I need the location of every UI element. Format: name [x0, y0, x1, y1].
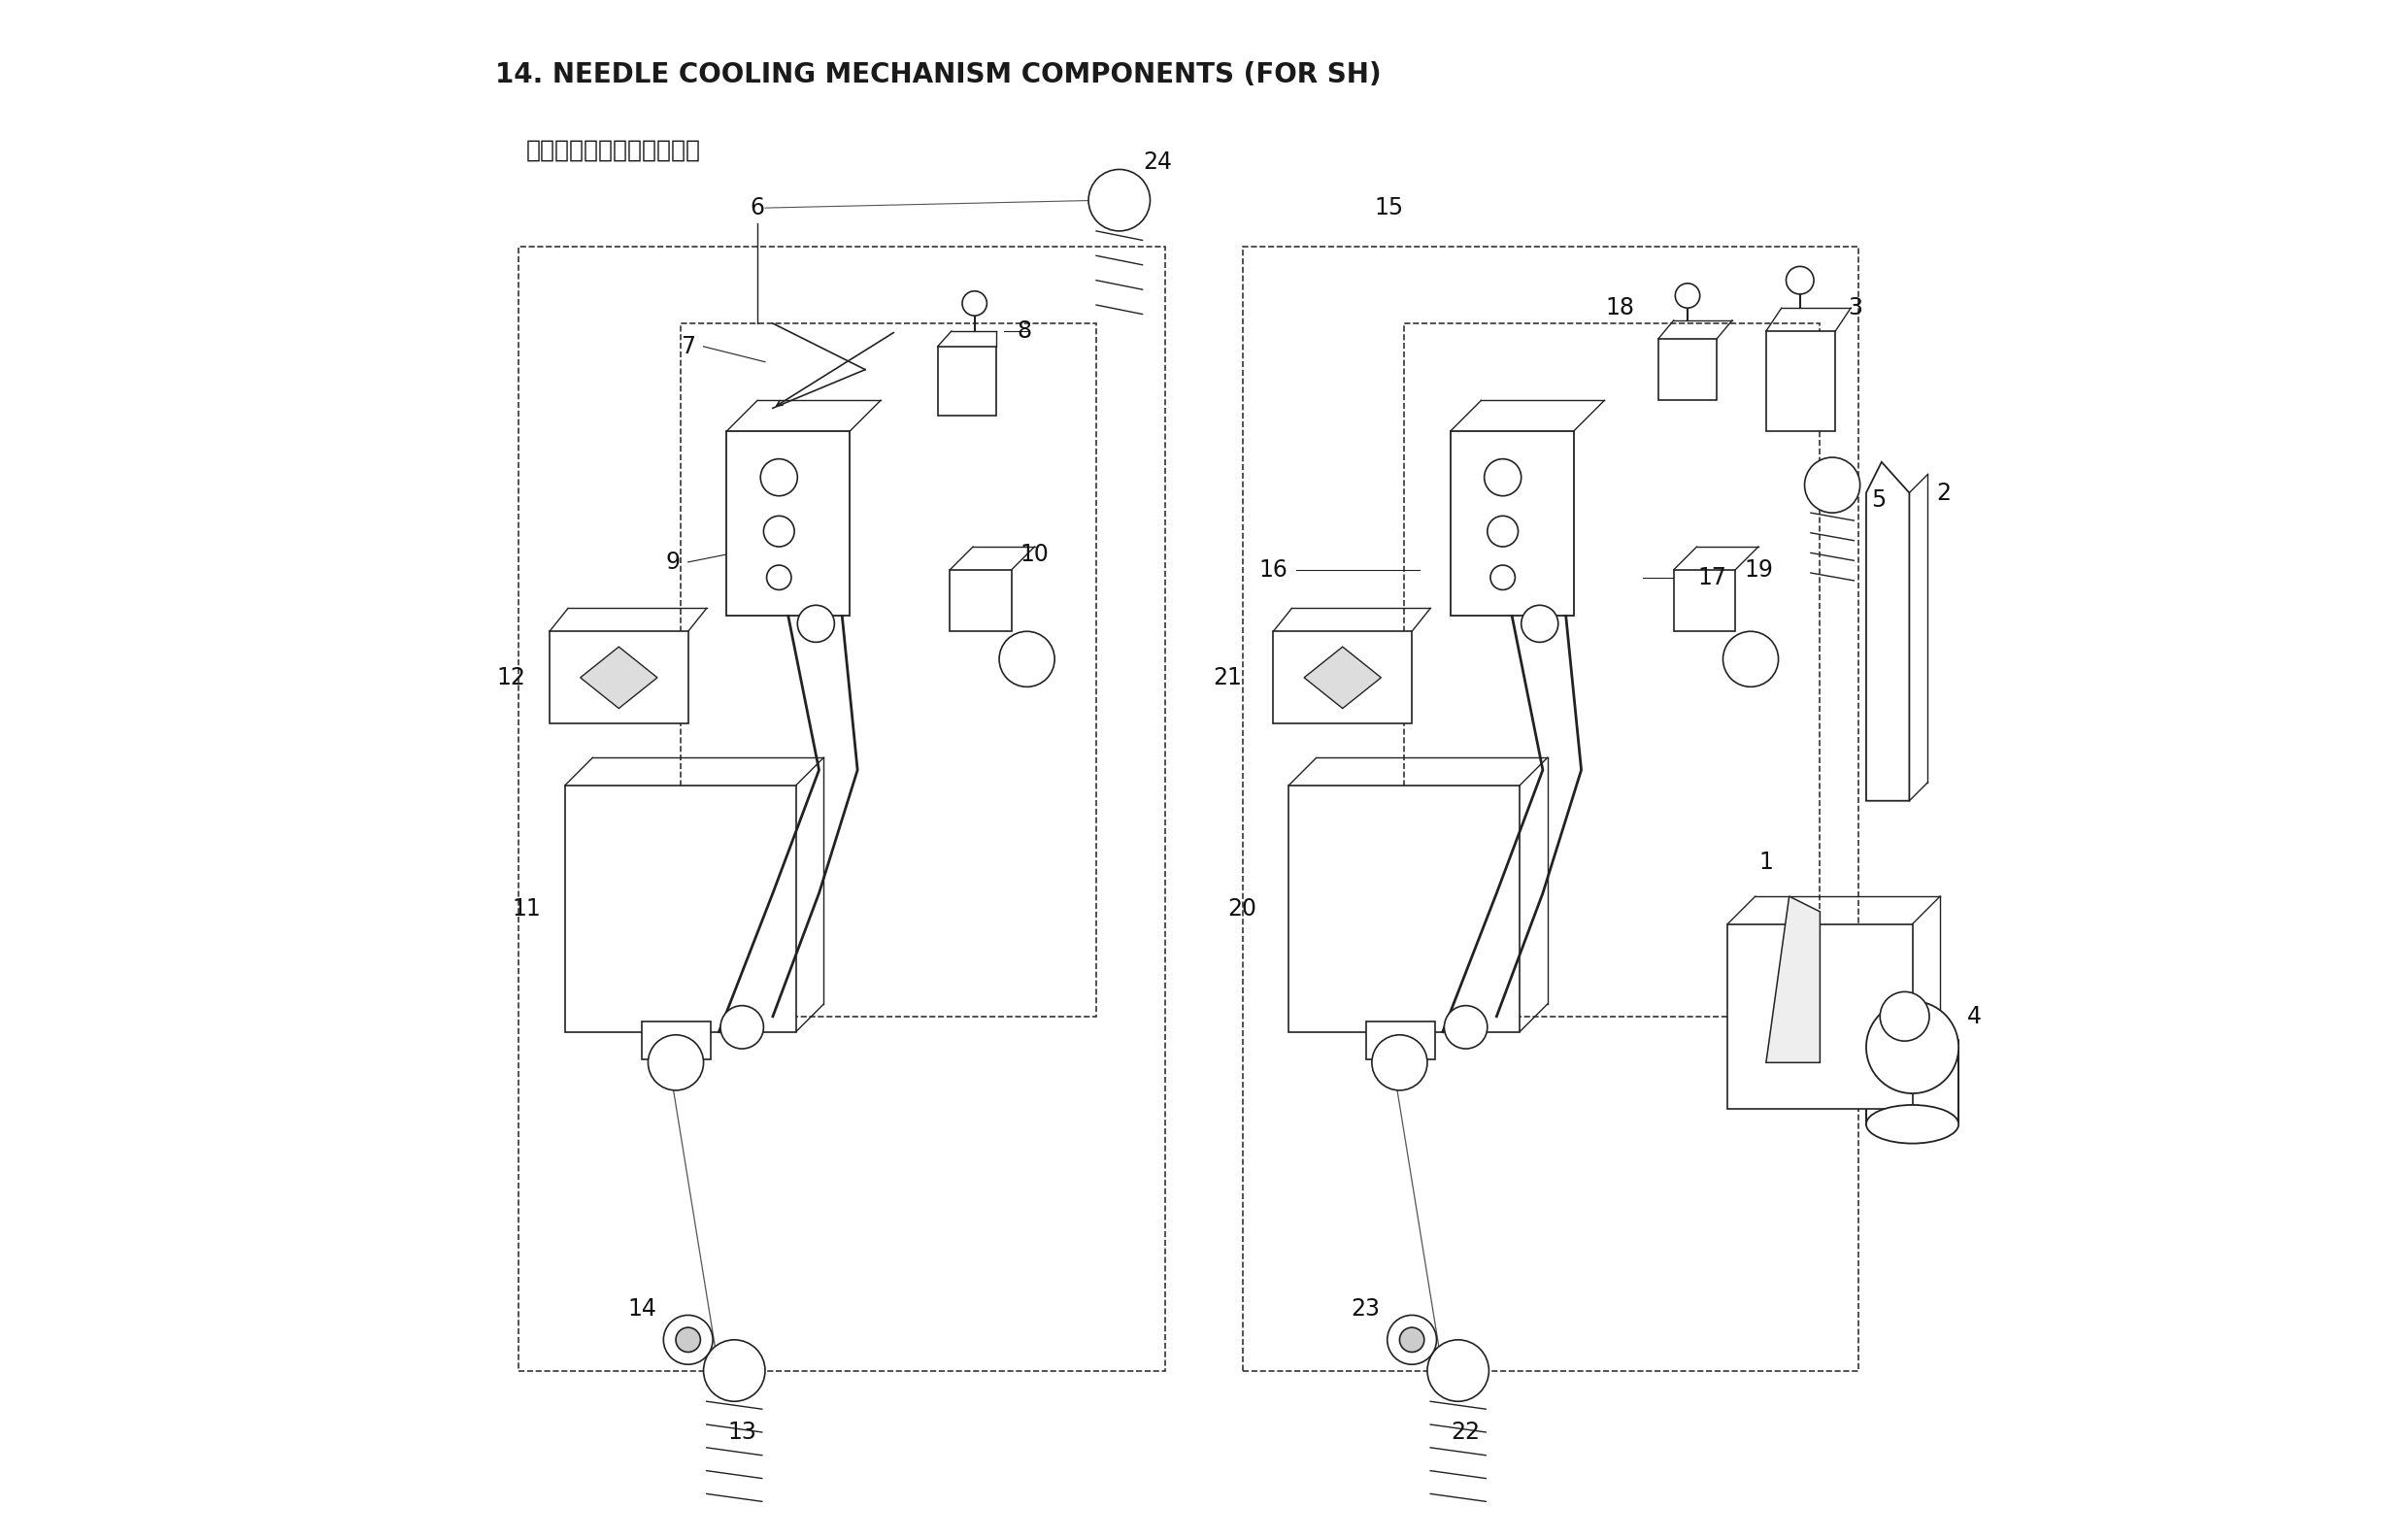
Bar	[1404, 323, 1820, 1016]
Text: 24: 24	[1144, 149, 1173, 174]
Circle shape	[1399, 1327, 1423, 1352]
Circle shape	[1387, 1315, 1438, 1364]
Circle shape	[763, 516, 795, 547]
Bar	[518, 246, 1165, 1371]
Circle shape	[1088, 169, 1151, 231]
Circle shape	[1445, 1006, 1488, 1049]
Text: 19: 19	[1743, 557, 1772, 582]
Text: 针冷却装置関係（ＳＨ用）: 针冷却装置関係（ＳＨ用）	[527, 139, 701, 162]
Circle shape	[648, 1035, 703, 1090]
Circle shape	[1488, 516, 1517, 547]
Bar	[549, 631, 689, 724]
Text: 13: 13	[727, 1420, 756, 1445]
Bar	[1288, 785, 1519, 1032]
Circle shape	[720, 1006, 763, 1049]
Bar	[1866, 1040, 1958, 1124]
Text: 20: 20	[1228, 896, 1257, 921]
Circle shape	[761, 459, 797, 496]
Bar	[1365, 1021, 1435, 1060]
Text: 5: 5	[1871, 488, 1885, 513]
Bar	[1674, 570, 1736, 631]
Circle shape	[1522, 605, 1558, 642]
Circle shape	[1483, 459, 1522, 496]
Text: 14: 14	[628, 1297, 657, 1321]
Circle shape	[963, 291, 987, 316]
Polygon shape	[1305, 647, 1382, 708]
Text: 21: 21	[1214, 665, 1243, 690]
Text: 3: 3	[1847, 296, 1864, 320]
Circle shape	[1881, 992, 1929, 1041]
Polygon shape	[1765, 896, 1820, 1063]
Polygon shape	[1866, 462, 1910, 801]
Text: 6: 6	[751, 196, 766, 220]
Bar	[949, 570, 1011, 631]
Bar	[1765, 331, 1835, 431]
Circle shape	[766, 565, 792, 590]
Text: 7: 7	[681, 334, 696, 359]
Text: 16: 16	[1259, 557, 1288, 582]
Circle shape	[1491, 565, 1515, 590]
Circle shape	[1373, 1035, 1428, 1090]
Circle shape	[1724, 631, 1780, 687]
Bar	[1727, 924, 1912, 1109]
Text: 4: 4	[1967, 1004, 1982, 1029]
Bar	[1243, 246, 1859, 1371]
Bar	[937, 346, 997, 416]
Bar	[681, 323, 1096, 1016]
Polygon shape	[727, 431, 850, 616]
Text: 11: 11	[513, 896, 542, 921]
Circle shape	[1428, 1340, 1488, 1401]
Text: 1: 1	[1758, 850, 1772, 875]
Polygon shape	[1450, 431, 1572, 616]
Bar	[1659, 339, 1717, 400]
Bar	[643, 1021, 710, 1060]
Bar	[1274, 631, 1411, 724]
Circle shape	[1804, 457, 1859, 513]
Text: 10: 10	[1021, 542, 1050, 567]
Text: 15: 15	[1375, 196, 1404, 220]
Text: 22: 22	[1452, 1420, 1481, 1445]
Circle shape	[1676, 283, 1700, 308]
Circle shape	[677, 1327, 701, 1352]
Polygon shape	[580, 647, 657, 708]
Text: 14. NEEDLE COOLING MECHANISM COMPONENTS (FOR SH): 14. NEEDLE COOLING MECHANISM COMPONENTS …	[496, 62, 1382, 89]
Circle shape	[703, 1340, 766, 1401]
Ellipse shape	[1866, 1001, 1958, 1093]
Text: 17: 17	[1698, 565, 1727, 590]
Circle shape	[999, 631, 1055, 687]
Circle shape	[797, 605, 836, 642]
Text: 23: 23	[1351, 1297, 1380, 1321]
Text: 2: 2	[1936, 480, 1950, 505]
Bar	[566, 785, 797, 1032]
Text: 8: 8	[1016, 319, 1031, 343]
Text: 9: 9	[665, 550, 679, 574]
Text: 12: 12	[496, 665, 525, 690]
Text: 18: 18	[1606, 296, 1635, 320]
Circle shape	[1787, 266, 1813, 294]
Circle shape	[665, 1315, 713, 1364]
Ellipse shape	[1866, 1106, 1958, 1143]
